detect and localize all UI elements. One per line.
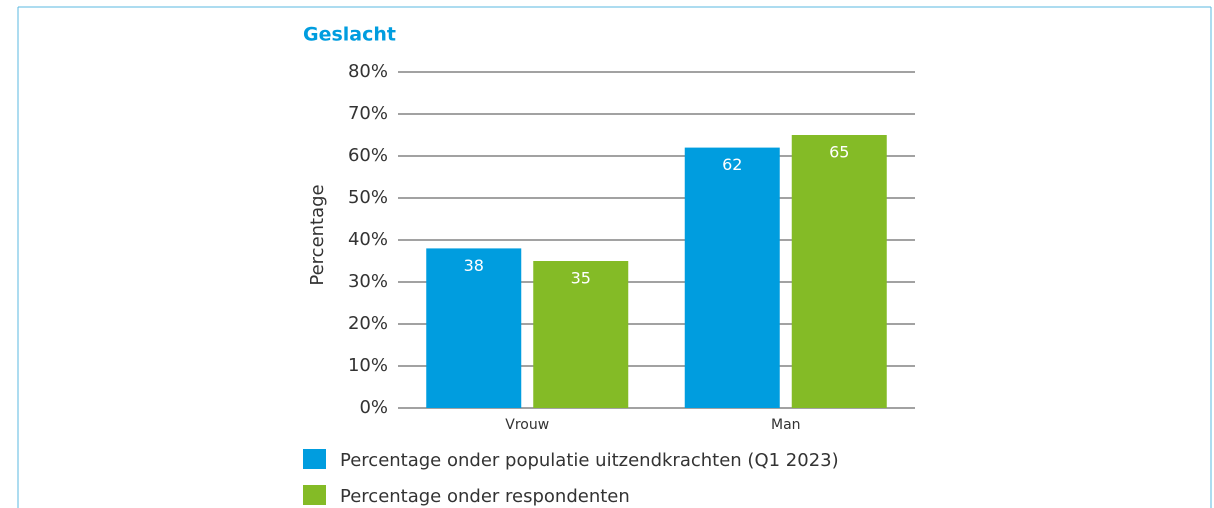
bar bbox=[684, 147, 780, 408]
legend-swatch bbox=[303, 449, 326, 469]
legend-label: Percentage onder populatie uitzendkracht… bbox=[340, 450, 839, 471]
x-tick-label: Vrouw bbox=[505, 417, 549, 433]
y-tick-label: 60% bbox=[348, 145, 388, 166]
y-tick-label: 10% bbox=[348, 355, 388, 376]
bar bbox=[533, 261, 629, 408]
y-tick-label: 40% bbox=[348, 229, 388, 250]
y-tick-label: 70% bbox=[348, 103, 388, 124]
data-label: 65 bbox=[829, 143, 849, 162]
x-tick-label: Man bbox=[771, 417, 801, 433]
y-tick-label: 50% bbox=[348, 187, 388, 208]
y-tick-label: 80% bbox=[348, 61, 388, 82]
legend-label: Percentage onder respondenten bbox=[340, 486, 630, 507]
data-label: 38 bbox=[464, 256, 484, 275]
y-tick-label: 0% bbox=[359, 397, 388, 418]
data-label: 62 bbox=[722, 155, 742, 174]
y-tick-label: 30% bbox=[348, 271, 388, 292]
bar bbox=[426, 248, 522, 408]
bar bbox=[791, 135, 887, 408]
legend-swatch bbox=[303, 485, 326, 505]
data-label: 35 bbox=[571, 269, 591, 288]
chart-title: Geslacht bbox=[303, 24, 396, 46]
y-tick-label: 20% bbox=[348, 313, 388, 334]
y-axis-label: Percentage bbox=[307, 184, 328, 285]
